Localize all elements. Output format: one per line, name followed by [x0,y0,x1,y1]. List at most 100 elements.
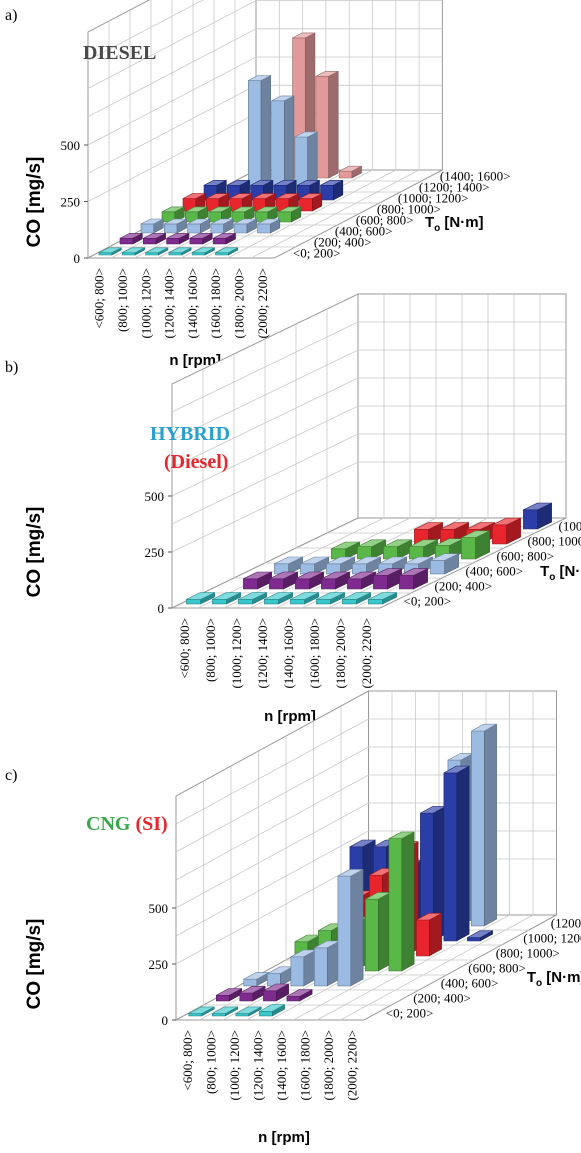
bar [357,539,386,560]
bar [168,247,192,256]
z-tick-label: (200; 400> [314,235,372,250]
title-part: (SI) [130,813,167,835]
bar [122,247,145,256]
z-tick-label: (1000; 1200> [523,931,581,946]
bar-side [483,723,497,927]
bar-front [233,223,248,234]
bar-top [404,556,433,565]
title-part: DIESEL [83,42,156,64]
bar-top [331,541,360,550]
x-tick-label: (1800; 2000> [333,618,348,689]
bar-top [192,247,215,253]
bar [98,247,122,256]
bar-top [295,571,324,580]
x-tick-label: (1200; 1400> [255,618,270,689]
bar-side [456,765,470,942]
y-tick-label: 500 [61,138,81,153]
z-tick-label: (400; 600> [441,976,499,991]
bar [440,522,469,545]
bar-top [467,930,493,938]
bar-top [290,592,319,600]
bar-top [383,539,412,547]
bar [399,568,428,590]
gridline [340,914,534,1021]
bar [233,218,257,234]
bar-front [290,956,305,987]
gridline [87,0,204,61]
bar-side [401,831,415,972]
bar [231,206,255,223]
bar-front [523,509,539,530]
bar [143,232,166,245]
panel-title: HYBRID [150,423,230,445]
bar-front [212,238,227,245]
x-tick-label: (1400; 1600> [281,618,296,689]
z-axis-label: To [N·m] [540,563,581,583]
bar [416,912,442,957]
x-axis-label: n [rpm] [169,352,221,369]
bar-front [461,537,477,560]
bar-front [286,996,301,1002]
panel-title: CNG (SI) [86,813,168,835]
bar-front [166,238,180,245]
bar-front [216,994,230,1002]
bar-front [212,1013,226,1017]
bar-top [234,218,257,225]
bar-top [187,218,211,225]
panel-subtitle: (Diesel) [164,451,228,473]
bar-front [271,100,285,190]
bar-side [350,868,364,987]
bar-top [164,218,187,225]
bar-top [414,522,443,530]
bar-front [399,575,415,590]
bar-top [299,193,322,199]
bar-top [274,556,303,565]
x-tick-label: (1200; 1400> [162,268,177,339]
z-tick-label: (200; 400> [413,991,471,1006]
bar-side [328,70,339,179]
bar-front [187,223,201,234]
bar-front [140,223,155,234]
z-tick-label: (1200; 1400> [419,180,490,195]
bar-front [338,170,353,179]
bar [342,592,371,605]
bar-front [315,76,330,179]
x-tick-label: <600; 800> [180,1030,195,1091]
bar [295,571,324,590]
bar-front [98,252,113,256]
bar-front [186,599,201,605]
bar-front [248,80,262,190]
bar-top [278,206,301,213]
y-tick-label: 250 [149,957,169,972]
bar [278,206,302,223]
panel-letter: a) [5,7,17,24]
bar-front [188,1013,203,1017]
bar-top [320,180,343,186]
bar-top [257,218,280,225]
bar-side [428,912,442,957]
y-axis-label: CO [mg/s] [24,507,45,598]
bar-top [250,180,274,186]
z-tick-label: (1200; 1400> [551,916,581,931]
bar-front [443,772,458,942]
bar [286,989,313,1002]
bar-top [235,1006,262,1014]
bar [267,966,293,987]
z-tick-label: (800; 1000> [528,534,581,549]
bar [388,831,415,972]
bar-front [368,599,384,605]
z-tick-label: <0; 200> [404,594,452,609]
z-tick-label: (600; 800> [356,213,414,228]
bar-top [352,556,381,565]
bar [191,247,215,256]
bar [206,193,229,212]
bar [274,556,303,575]
y-tick-label: 500 [145,489,165,504]
bar-front [320,185,334,201]
x-tick-label: (1800; 2000> [231,268,246,339]
x-tick-label: (2000; 2200> [359,618,374,689]
bar [321,571,350,590]
bar-front [337,875,352,987]
title-part: (Diesel) [164,451,228,473]
